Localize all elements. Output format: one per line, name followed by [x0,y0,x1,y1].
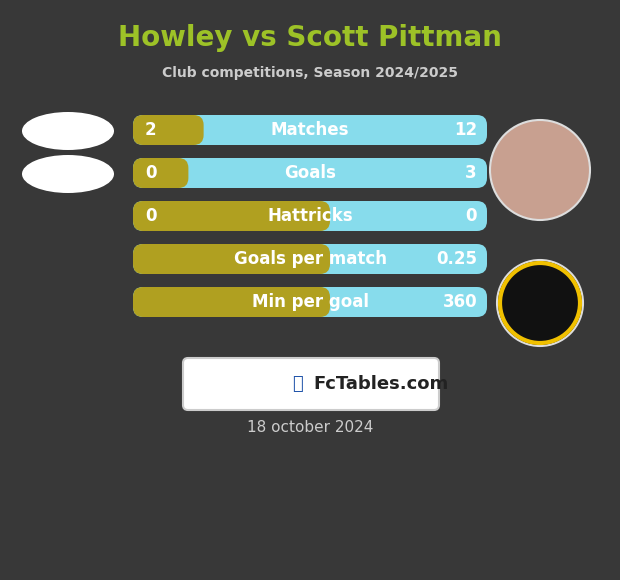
Ellipse shape [22,112,114,150]
Text: 📊: 📊 [292,375,303,393]
Text: 0: 0 [145,207,156,225]
Text: Goals: Goals [284,164,336,182]
Ellipse shape [22,155,114,193]
FancyBboxPatch shape [133,201,330,231]
FancyBboxPatch shape [133,244,330,274]
Text: 18 october 2024: 18 october 2024 [247,420,373,436]
Circle shape [497,260,583,346]
Text: FcTables.com: FcTables.com [313,375,448,393]
FancyBboxPatch shape [133,287,330,317]
FancyBboxPatch shape [133,158,487,188]
Text: 12: 12 [454,121,477,139]
Text: Howley vs Scott Pittman: Howley vs Scott Pittman [118,24,502,52]
FancyBboxPatch shape [133,244,487,274]
FancyBboxPatch shape [133,201,487,231]
FancyBboxPatch shape [183,358,439,410]
Text: Matches: Matches [271,121,349,139]
FancyBboxPatch shape [133,287,487,317]
Text: 3: 3 [466,164,477,182]
Circle shape [490,120,590,220]
Text: 0: 0 [145,164,156,182]
Text: 2: 2 [145,121,157,139]
Text: 0.25: 0.25 [436,250,477,268]
FancyBboxPatch shape [133,115,487,145]
FancyBboxPatch shape [133,115,203,145]
Text: Hattricks: Hattricks [267,207,353,225]
Text: Goals per match: Goals per match [234,250,386,268]
Text: 360: 360 [443,293,477,311]
FancyBboxPatch shape [133,158,188,188]
Text: Club competitions, Season 2024/2025: Club competitions, Season 2024/2025 [162,66,458,80]
Text: Min per goal: Min per goal [252,293,368,311]
Text: 0: 0 [466,207,477,225]
